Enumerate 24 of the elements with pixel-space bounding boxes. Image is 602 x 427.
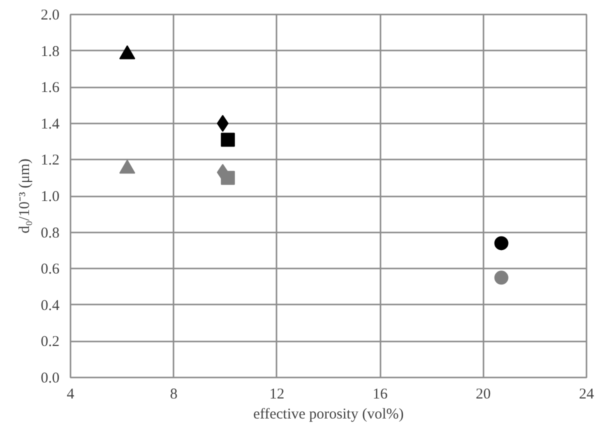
y-tick-label: 0.0 [40, 370, 60, 386]
point [220, 132, 235, 147]
y-tick-label: 1.8 [40, 44, 60, 60]
x-tick-label: 4 [66, 386, 75, 402]
x-tick-label: 8 [170, 386, 178, 402]
y-tick-label: 1.6 [40, 80, 60, 96]
point [220, 170, 235, 185]
point [494, 270, 508, 285]
y-tick-label: 0.2 [40, 334, 60, 350]
point [494, 236, 508, 250]
x-tick-label: 24 [579, 386, 594, 402]
y-tick-label: 0.6 [40, 262, 60, 278]
x-tick-label: 12 [269, 386, 284, 402]
y-tick-label: 0.4 [40, 298, 60, 314]
y-axis-title: d₀/10⁻³ (μm) [16, 158, 33, 234]
x-axis-title: effective porosity (vol%) [253, 406, 404, 422]
y-tick-label: 0.8 [40, 225, 60, 242]
y-tick-label: 2.0 [40, 8, 60, 24]
point [216, 114, 229, 132]
x-tick-label: 20 [476, 386, 491, 402]
y-tick-label: 1.4 [40, 116, 60, 132]
x-tick-label: 16 [372, 386, 388, 402]
y-tick-label: 1.0 [40, 189, 60, 205]
y-tick-label: 1.2 [40, 152, 60, 169]
